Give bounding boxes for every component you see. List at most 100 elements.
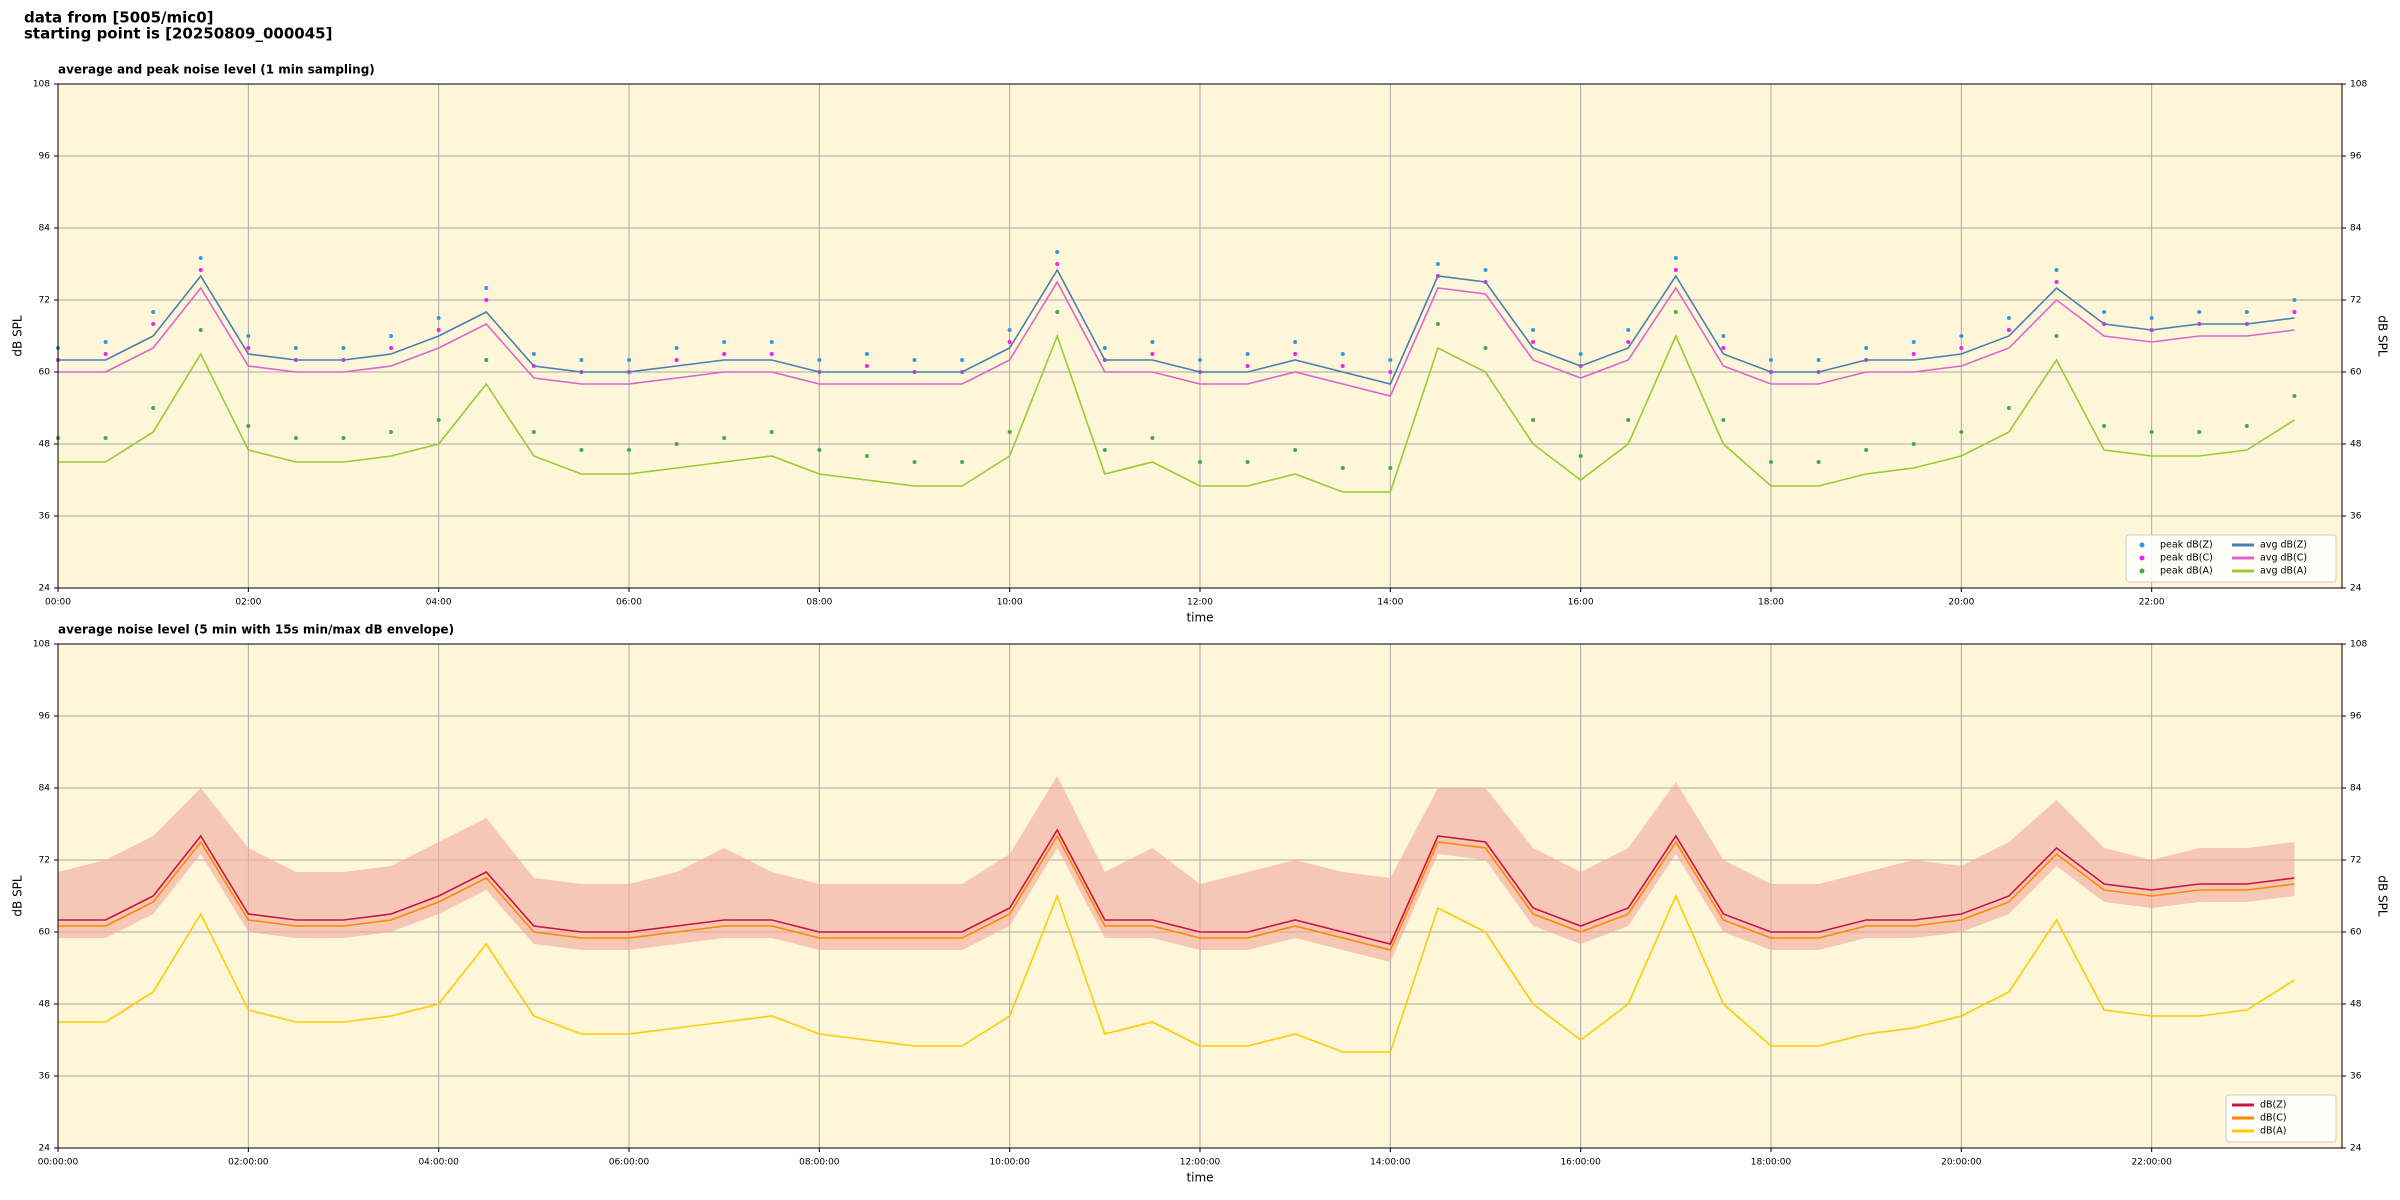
y-axis-label-right: dB SPL bbox=[2376, 875, 2390, 917]
peak-point bbox=[817, 448, 822, 452]
peak-point bbox=[1483, 346, 1488, 350]
peak-point bbox=[1340, 364, 1345, 368]
y-tick-label-right: 84 bbox=[2350, 224, 2362, 234]
y-tick-label: 96 bbox=[39, 152, 51, 162]
plot-frame bbox=[57, 83, 2343, 589]
x-tick-label: 08:00:00 bbox=[799, 1158, 840, 1168]
peak-point bbox=[1150, 436, 1155, 440]
peak-point bbox=[198, 328, 203, 332]
peak-point bbox=[1340, 352, 1345, 356]
peak-point bbox=[2006, 328, 2011, 332]
peak-point bbox=[1721, 334, 1726, 338]
peak-point bbox=[769, 352, 774, 356]
legend-marker bbox=[2139, 555, 2145, 561]
y-tick-label-right: 24 bbox=[2350, 584, 2362, 594]
y-tick-label-right: 72 bbox=[2350, 856, 2361, 866]
y-tick-label-right: 60 bbox=[2350, 928, 2362, 938]
peak-point bbox=[674, 442, 679, 446]
x-tick-label: 12:00:00 bbox=[1180, 1158, 1221, 1168]
series-line bbox=[58, 333, 2295, 493]
peak-point bbox=[769, 430, 774, 434]
peak-point bbox=[1388, 358, 1393, 362]
peak-point bbox=[2292, 310, 2297, 314]
legend-label: peak dB(C) bbox=[2160, 553, 2213, 564]
peak-point bbox=[1531, 328, 1536, 332]
peak-point bbox=[1864, 346, 1869, 350]
peak-point bbox=[293, 346, 298, 350]
peak-point bbox=[1673, 268, 1678, 272]
peak-point bbox=[1864, 448, 1869, 452]
peak-point bbox=[1055, 262, 1060, 266]
peak-point bbox=[722, 436, 727, 440]
peak-point bbox=[1150, 340, 1155, 344]
peak-point bbox=[436, 328, 441, 332]
peak-point bbox=[341, 346, 346, 350]
start-point: starting point is [20250809_000045] bbox=[24, 25, 332, 43]
peak-point bbox=[1007, 328, 1012, 332]
peak-point bbox=[960, 460, 965, 464]
peak-point bbox=[1911, 340, 1916, 344]
y-tick-label: 36 bbox=[39, 1072, 51, 1082]
peak-point bbox=[912, 460, 917, 464]
peak-point bbox=[103, 352, 108, 356]
x-tick-label: 00:00 bbox=[45, 598, 71, 608]
peak-point bbox=[864, 352, 869, 356]
peak-point bbox=[579, 358, 584, 362]
x-axis-label: time bbox=[1186, 1171, 1213, 1185]
peak-point bbox=[1769, 358, 1773, 362]
peak-point bbox=[2006, 316, 2011, 320]
peak-point bbox=[627, 448, 631, 452]
peak-point bbox=[1721, 346, 1726, 350]
y-axis-label-right: dB SPL bbox=[2376, 315, 2390, 357]
peak-point bbox=[103, 340, 108, 344]
peak-point bbox=[1578, 454, 1583, 458]
legend-label: dB(C) bbox=[2260, 1113, 2287, 1124]
y-tick-label-right: 72 bbox=[2350, 296, 2361, 306]
peak-point bbox=[1626, 340, 1631, 344]
peak-point bbox=[817, 358, 822, 362]
y-tick-label: 24 bbox=[39, 1144, 51, 1154]
peak-point bbox=[1531, 418, 1536, 422]
peak-point bbox=[627, 358, 631, 362]
plot-frame bbox=[57, 643, 2343, 1149]
chart-title: average noise level (5 min with 15s min/… bbox=[58, 623, 454, 637]
y-tick-label-right: 36 bbox=[2350, 512, 2362, 522]
legend-label: avg dB(A) bbox=[2260, 566, 2307, 577]
peak-point bbox=[1102, 448, 1107, 452]
peak-point bbox=[2054, 280, 2059, 284]
peak-point bbox=[1531, 340, 1536, 344]
peak-point bbox=[151, 406, 156, 410]
y-tick-label-right: 48 bbox=[2350, 1000, 2362, 1010]
y-tick-label: 108 bbox=[33, 640, 50, 650]
y-tick-label-right: 48 bbox=[2350, 440, 2362, 450]
peak-point bbox=[198, 268, 203, 272]
peak-point bbox=[1293, 340, 1298, 344]
peak-point bbox=[1245, 460, 1250, 464]
x-tick-label: 18:00:00 bbox=[1751, 1158, 1792, 1168]
x-tick-label: 16:00:00 bbox=[1560, 1158, 1601, 1168]
peak-point bbox=[246, 334, 251, 338]
y-tick-label-right: 96 bbox=[2350, 712, 2362, 722]
peak-point bbox=[1911, 352, 1916, 356]
peak-point bbox=[2149, 316, 2154, 320]
legend-label: dB(Z) bbox=[2260, 1100, 2286, 1111]
series-line bbox=[58, 268, 2295, 385]
peak-point bbox=[151, 310, 156, 314]
x-tick-label: 02:00 bbox=[235, 598, 261, 608]
x-tick-label: 06:00 bbox=[616, 598, 642, 608]
y-tick-label-right: 96 bbox=[2350, 152, 2362, 162]
y-tick-label: 24 bbox=[39, 584, 51, 594]
peak-point bbox=[1959, 430, 1964, 434]
y-tick-label-right: 108 bbox=[2350, 80, 2367, 90]
peak-point bbox=[389, 346, 394, 350]
x-tick-label: 14:00:00 bbox=[1370, 1158, 1411, 1168]
peak-point bbox=[2006, 406, 2011, 410]
peak-point bbox=[1816, 460, 1821, 464]
peak-point bbox=[912, 358, 917, 362]
x-axis-label: time bbox=[1186, 611, 1213, 625]
x-tick-label: 08:00 bbox=[806, 598, 832, 608]
peak-point bbox=[2244, 310, 2249, 314]
peak-point bbox=[674, 346, 679, 350]
y-tick-label-right: 108 bbox=[2350, 640, 2367, 650]
peak-point bbox=[484, 358, 489, 362]
